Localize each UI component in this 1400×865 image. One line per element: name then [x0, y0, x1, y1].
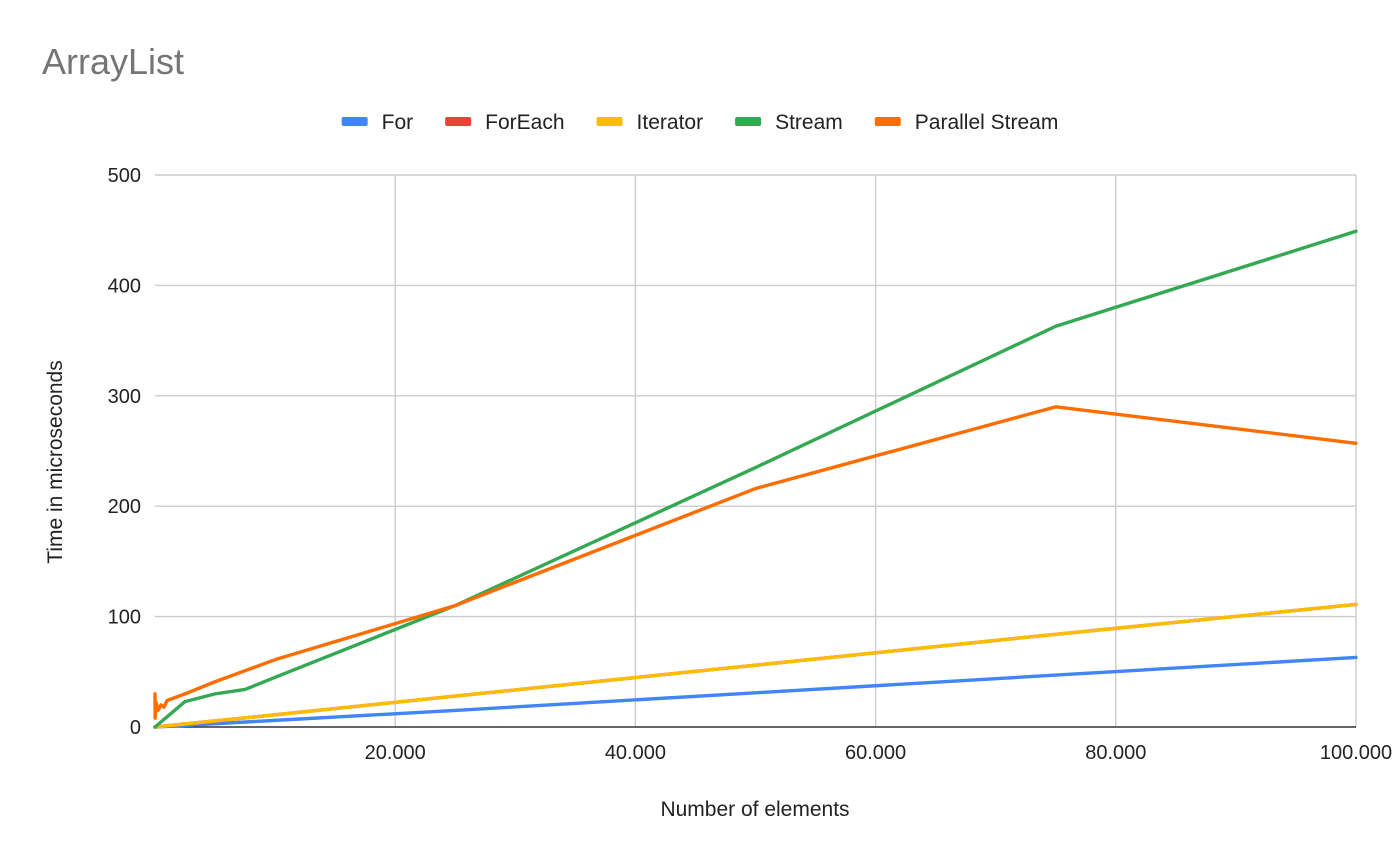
legend-swatch — [341, 117, 368, 126]
legend-label: Stream — [775, 111, 843, 134]
legend-item-parallel-stream[interactable]: Parallel Stream — [874, 111, 1059, 134]
x-tick-label: 100.000 — [1320, 742, 1392, 764]
y-tick-label: 200 — [108, 496, 141, 518]
legend-swatch — [596, 117, 623, 126]
legend-item-iterator[interactable]: Iterator — [596, 111, 704, 134]
series-line-for — [153, 655, 1358, 729]
legend-swatch — [735, 117, 762, 126]
y-tick-label: 100 — [108, 607, 141, 629]
legend-label: For — [382, 111, 414, 134]
series-line-parallel-stream — [153, 405, 1358, 720]
x-axis-title: Number of elements — [660, 798, 849, 821]
series-line-iterator — [153, 602, 1358, 729]
series-line-stream — [153, 229, 1358, 729]
legend: For ForEach Iterator Stream Parallel Stream — [341, 111, 1059, 134]
series-layer — [153, 229, 1358, 729]
chart-title: ArrayList — [42, 41, 184, 82]
legend-swatch — [445, 117, 472, 126]
legend-item-stream[interactable]: Stream — [735, 111, 843, 134]
x-tick-label: 80.000 — [1085, 742, 1146, 764]
legend-label: Iterator — [637, 111, 704, 134]
x-tick-label: 60.000 — [845, 742, 906, 764]
y-tick-label: 400 — [108, 275, 141, 297]
y-tick-label: 500 — [108, 165, 141, 187]
x-tick-label: 20.000 — [365, 742, 426, 764]
y-axis-ticks: 0 100 200 300 400 500 — [108, 165, 141, 739]
y-tick-label: 300 — [108, 386, 141, 408]
legend-label: Parallel Stream — [915, 111, 1059, 134]
y-tick-label: 0 — [130, 717, 141, 739]
x-axis-ticks: 20.000 40.000 60.000 80.000 100.000 — [365, 742, 1393, 764]
legend-item-for[interactable]: For — [341, 111, 414, 134]
legend-swatch — [874, 117, 901, 126]
legend-item-foreach[interactable]: ForEach — [445, 111, 565, 134]
gridlines — [155, 174, 1357, 728]
legend-label: ForEach — [485, 111, 564, 134]
y-axis-title: Time in microseconds — [44, 360, 67, 563]
x-tick-label: 40.000 — [605, 742, 666, 764]
